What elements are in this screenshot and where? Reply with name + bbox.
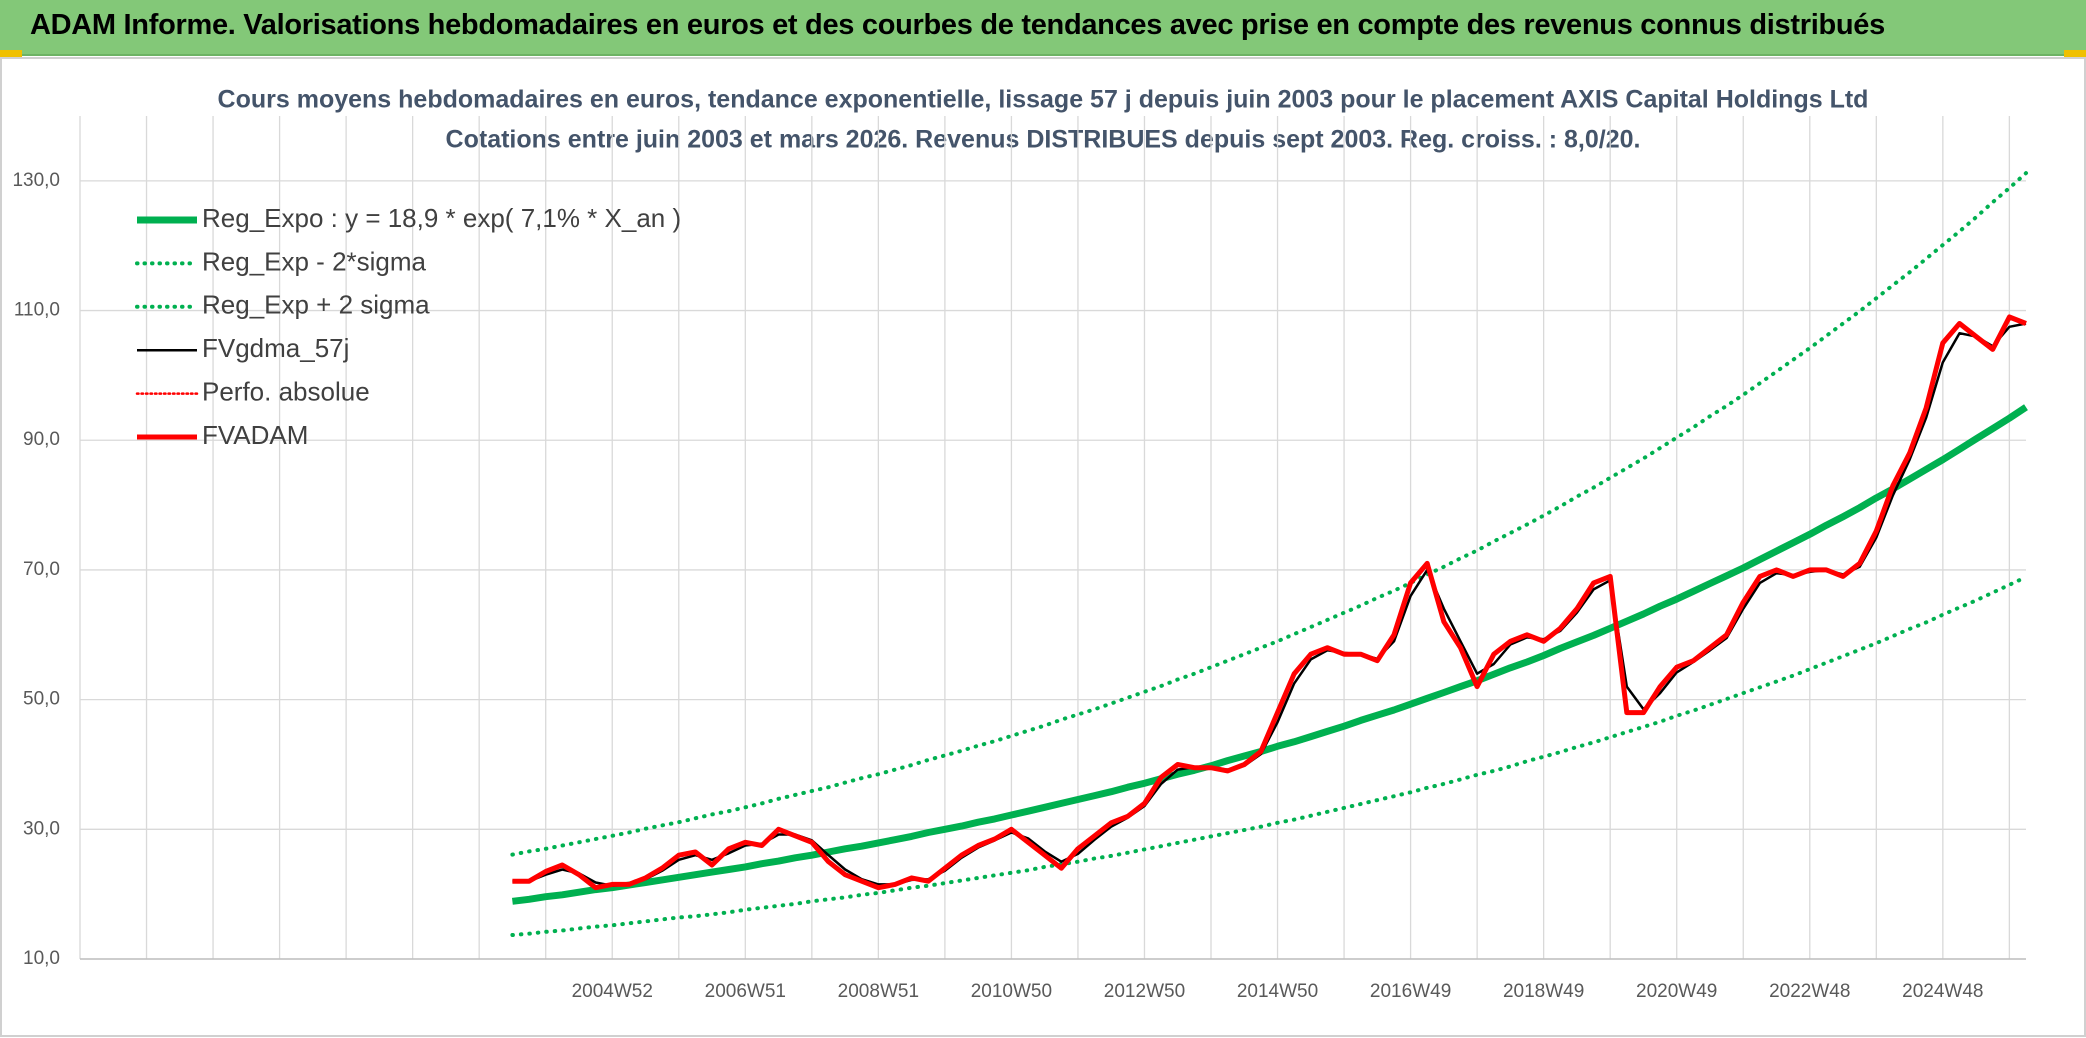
y-tick-label: 30,0 bbox=[23, 818, 60, 839]
x-tick-label: 2024W48 bbox=[1902, 981, 1983, 1002]
x-tick-label: 2008W51 bbox=[838, 981, 919, 1002]
series-line bbox=[512, 322, 2027, 887]
x-tick-label: 2020W49 bbox=[1636, 981, 1717, 1002]
x-tick-label: 2006W51 bbox=[705, 981, 786, 1002]
legend-label: FVADAM bbox=[202, 420, 308, 450]
y-tick-label: 50,0 bbox=[23, 689, 60, 710]
legend-label: Reg_Exp + 2 sigma bbox=[202, 290, 430, 320]
x-tick-label: 2018W49 bbox=[1503, 981, 1584, 1002]
chart-subtitle: Cotations entre juin 2003 et mars 2026. … bbox=[446, 126, 1641, 154]
x-tick-label: 2004W52 bbox=[572, 981, 653, 1002]
chart-border bbox=[0, 57, 2086, 1037]
legend-label: Perfo. absolue bbox=[202, 376, 370, 406]
x-tick-label: 2014W50 bbox=[1237, 981, 1318, 1002]
x-tick-label: 2010W50 bbox=[971, 981, 1052, 1002]
y-tick-label: 10,0 bbox=[23, 948, 60, 969]
corner bbox=[2064, 50, 2086, 58]
series-line bbox=[510, 171, 2028, 857]
y-tick-label: 110,0 bbox=[14, 300, 60, 321]
chart-title: Cours moyens hebdomadaires en euros, ten… bbox=[218, 86, 1869, 114]
series-line bbox=[510, 575, 2028, 937]
x-tick-label: 2012W50 bbox=[1104, 981, 1185, 1002]
legend-label: FVgdma_57j bbox=[202, 333, 349, 363]
banner-title: ADAM Informe. Valorisations hebdomadaire… bbox=[30, 9, 1885, 41]
legend-label: Reg_Exp - 2*sigma bbox=[202, 246, 427, 276]
x-tick-label: 2022W48 bbox=[1769, 981, 1850, 1002]
y-tick-label: 90,0 bbox=[23, 429, 60, 450]
x-tick-label: 2016W49 bbox=[1370, 981, 1451, 1002]
corner bbox=[0, 50, 22, 58]
banner: ADAM Informe. Valorisations hebdomadaire… bbox=[0, 0, 2086, 56]
y-tick-label: 70,0 bbox=[23, 559, 60, 580]
legend-label: Reg_Expo : y = 18,9 * exp( 7,1% * X_an ) bbox=[202, 203, 681, 233]
series-line bbox=[512, 314, 2027, 891]
series-line bbox=[511, 404, 2028, 905]
y-tick-label: 130,0 bbox=[12, 170, 60, 191]
